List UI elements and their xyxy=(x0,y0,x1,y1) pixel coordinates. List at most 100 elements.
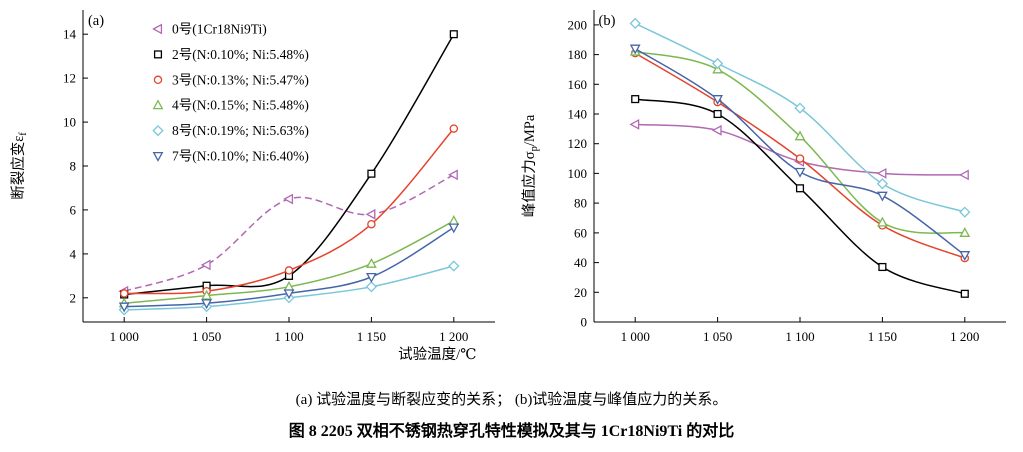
triangle-down-marker-icon xyxy=(118,302,130,313)
y-tick-label: 80 xyxy=(574,196,587,211)
x-tick-label: 1 100 xyxy=(274,329,303,344)
x-tick-label: 1 200 xyxy=(439,329,468,344)
triangle-up-marker-icon xyxy=(448,215,460,225)
square-marker-icon xyxy=(960,289,969,298)
diamond-marker-icon xyxy=(794,102,806,114)
triangle-left-marker-icon xyxy=(200,259,211,271)
y-tick-label: 120 xyxy=(568,136,588,151)
triangle-up-marker-icon xyxy=(152,99,164,110)
triangle-left-marker-icon xyxy=(365,208,376,220)
triangle-left-marker-icon xyxy=(958,169,969,181)
chart-panel-a: 2 4 6 8 10 12 14 1 000 1 050 1 100 1 150 1 200 试验温度/… xyxy=(6,2,511,372)
legend-label: 8号(N:0.19%; Ni:5.63%) xyxy=(172,123,309,138)
subplot-captions: (a) 试验温度与断裂应变的关系； (b)试验温度与峰值应力的关系。 xyxy=(295,392,728,408)
x-tick-label: 1 150 xyxy=(357,329,386,344)
y-tick-label: 10 xyxy=(63,115,76,130)
diamond-marker-icon xyxy=(711,57,724,70)
circle-marker-icon xyxy=(367,219,376,229)
legend-item: 7号(N:0.10%; Ni:6.40%) xyxy=(152,149,309,164)
y-tick-label: 2 xyxy=(70,290,77,305)
chart-panel-b: 0 20 40 60 80 100 120 140 160 180 200 1 000 1 050 1 1… xyxy=(517,2,1022,372)
x-tick-label: 1 000 xyxy=(621,329,650,344)
square-marker-icon xyxy=(449,30,458,39)
diamond-marker-icon xyxy=(876,178,889,190)
panel-label: (a) xyxy=(88,13,104,29)
chart-svg: 2 4 6 8 10 12 14 1 000 1 050 1 100 1 150 1 200 试验温度/… xyxy=(9,10,495,363)
circle-marker-icon xyxy=(153,75,163,85)
y-tick-label: 0 xyxy=(581,315,588,330)
legend-item: 2号(N:0.10%; Ni:5.48%) xyxy=(153,47,309,62)
axes xyxy=(82,10,495,323)
y-tick-label: 4 xyxy=(70,246,77,261)
y-axis-label: 断裂应变εf xyxy=(9,132,29,200)
y-tick-label: 60 xyxy=(574,225,587,240)
charts-row: 2 4 6 8 10 12 14 1 000 1 050 1 100 1 150 1 200 试验温度/… xyxy=(6,2,1022,372)
triangle-up-marker-icon xyxy=(877,216,888,227)
circle-marker-icon xyxy=(449,124,459,133)
diamond-marker-icon xyxy=(959,206,971,218)
y-tick-label: 180 xyxy=(568,47,588,62)
y-tick-label: 12 xyxy=(63,71,76,86)
triangle-left-marker-icon xyxy=(629,119,640,130)
legend-item: 8号(N:0.19%; Ni:5.63%) xyxy=(152,123,309,138)
triangle-down-marker-icon xyxy=(794,167,806,178)
series-5 xyxy=(118,223,460,313)
legend-item: 4号(N:0.15%; Ni:5.48%) xyxy=(152,98,309,113)
circle-marker-icon xyxy=(795,154,805,163)
y-tick-label: 140 xyxy=(568,107,588,122)
y-tick-label: 40 xyxy=(574,255,587,270)
square-marker-icon xyxy=(153,50,163,59)
y-tick-label: 8 xyxy=(70,159,77,174)
triangle-down-marker-icon xyxy=(283,289,295,300)
square-marker-icon xyxy=(795,184,805,193)
y-tick-label: 6 xyxy=(70,202,77,217)
x-axis-label: 试验温度/℃ xyxy=(398,346,476,363)
x-tick-label: 1 150 xyxy=(868,329,897,344)
x-tick-label: 1 050 xyxy=(192,329,221,344)
x-tick-label: 1 200 xyxy=(950,329,979,344)
y-tick-label: 160 xyxy=(568,77,588,92)
y-tick-label: 14 xyxy=(63,27,77,42)
y-axis-label: 峰值应力σp/MPa xyxy=(520,114,540,217)
legend-label: 7号(N:0.10%; Ni:6.40%) xyxy=(172,149,309,164)
triangle-down-marker-icon xyxy=(152,151,164,162)
triangle-left-marker-icon xyxy=(447,169,458,181)
triangle-up-marker-icon xyxy=(959,227,971,237)
diamond-marker-icon xyxy=(448,260,460,272)
triangle-down-marker-icon xyxy=(201,299,212,310)
y-tick-label: 200 xyxy=(568,17,588,32)
triangle-down-marker-icon xyxy=(448,223,460,234)
x-tick-label: 1 000 xyxy=(110,329,139,344)
x-tick-label: 1 100 xyxy=(785,329,814,344)
legend-label: 3号(N:0.13%; Ni:5.47%) xyxy=(172,72,309,87)
series-5 xyxy=(629,44,971,261)
diamond-marker-icon xyxy=(629,17,641,30)
x-tick-label: 1 050 xyxy=(703,329,732,344)
triangle-down-marker-icon xyxy=(629,44,641,55)
figure-caption: 图 8 2205 双相不锈钢热穿孔特性模拟及其与 1Cr18Ni9Ti 的对比 xyxy=(288,423,735,440)
square-marker-icon xyxy=(631,95,640,104)
axes xyxy=(593,10,1006,323)
diamond-marker-icon xyxy=(152,124,164,137)
square-marker-icon xyxy=(367,169,376,178)
triangle-up-marker-icon xyxy=(366,257,377,268)
triangle-up-marker-icon xyxy=(201,289,212,300)
series-1 xyxy=(631,95,969,298)
diamond-marker-icon xyxy=(365,281,378,293)
triangle-left-marker-icon xyxy=(711,124,722,136)
series-2 xyxy=(630,48,970,263)
series-4 xyxy=(629,17,971,218)
legend-item: 3号(N:0.13%; Ni:5.47%) xyxy=(153,72,309,87)
legend-label: 2号(N:0.10%; Ni:5.48%) xyxy=(172,47,309,62)
y-tick-label: 20 xyxy=(574,285,587,300)
triangle-down-marker-icon xyxy=(877,191,888,202)
y-tick-label: 100 xyxy=(568,166,588,181)
triangle-left-marker-icon xyxy=(152,23,163,35)
chart-svg: 0 20 40 60 80 100 120 140 160 180 200 1 000 1 050 1 1… xyxy=(520,10,1006,344)
legend-label: 4号(N:0.15%; Ni:5.48%) xyxy=(172,98,309,113)
triangle-left-marker-icon xyxy=(876,168,887,179)
triangle-down-marker-icon xyxy=(959,251,971,261)
triangle-up-marker-icon xyxy=(794,130,806,141)
circle-marker-icon xyxy=(119,289,129,298)
